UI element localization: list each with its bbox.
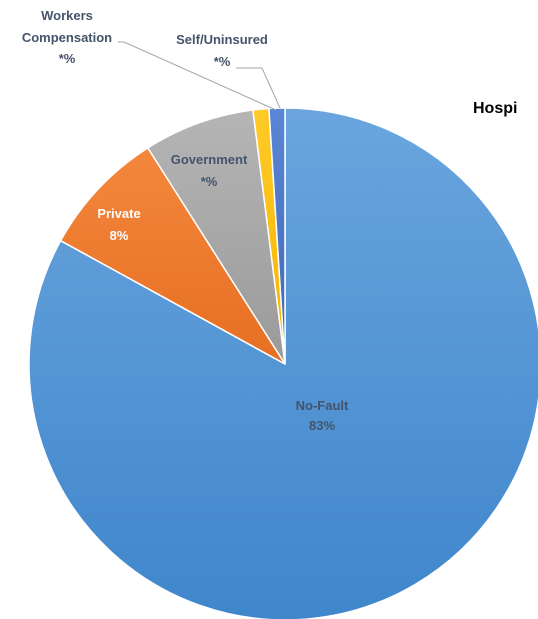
label-workers-comp-value: *%: [59, 51, 76, 66]
label-self-uninsured-name: Self/Uninsured: [176, 32, 268, 47]
pie-slices: [28, 107, 538, 619]
leader-lines: [118, 41, 281, 111]
label-no-fault-name: No-Fault: [296, 398, 349, 413]
label-self-uninsured-value: *%: [214, 54, 231, 69]
label-government-name: Government: [171, 152, 248, 167]
label-workers-comp-name-line1: Workers: [41, 8, 93, 23]
label-workers-comp-name-line2: Compensation: [22, 30, 112, 45]
chart-title: Hospi: [473, 100, 517, 117]
slice-government: [147, 109, 286, 365]
leader-line-self-uninsured: [236, 67, 281, 109]
label-government-value: *%: [201, 174, 218, 189]
leader-line-workers-compensation: [118, 41, 277, 111]
label-private-value: 8%: [110, 228, 129, 243]
slice-self-uninsured: [268, 107, 286, 365]
label-no-fault-value: 83%: [309, 418, 335, 433]
label-private-name: Private: [97, 206, 140, 221]
slice-private: [59, 147, 286, 365]
